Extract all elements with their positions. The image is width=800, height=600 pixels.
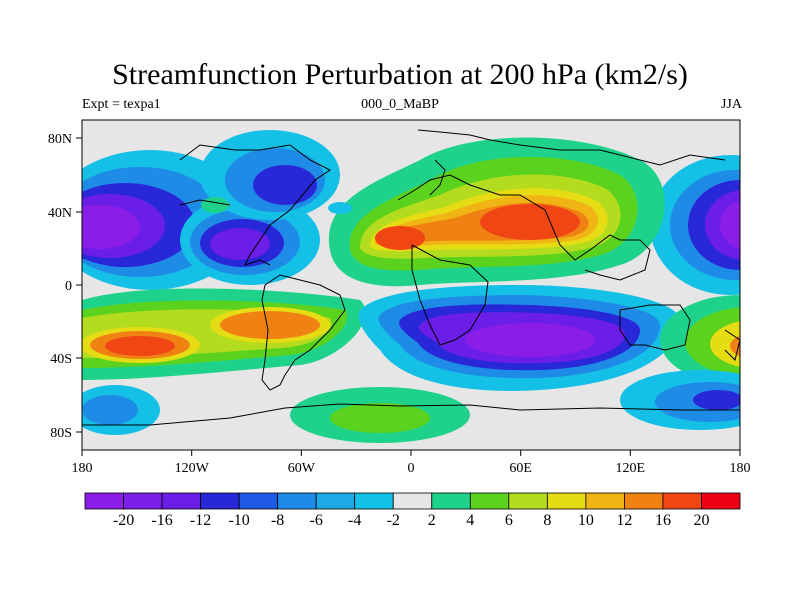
- colorbar-swatch: [469, 492, 510, 510]
- anomaly-south-pacific-east: [660, 295, 740, 385]
- y-axis-labels: 80N 40N 0 40S 80S: [48, 132, 72, 441]
- x-tick-label: 120W: [175, 461, 210, 476]
- colorbar-label: 10: [578, 512, 594, 529]
- colorbar-swatch: [585, 492, 625, 510]
- x-axis-labels: 180 120W 60W 0 60E 120E 180: [72, 461, 751, 476]
- colorbar-swatch: [662, 492, 702, 510]
- colorbar-swatch: [624, 492, 664, 510]
- anomaly-south-indian: [358, 285, 680, 391]
- colorbar-label: -12: [190, 512, 211, 529]
- colorbar-swatch: [277, 492, 317, 510]
- y-tick-label: 80S: [50, 426, 72, 441]
- colorbar-label: 2: [428, 512, 436, 529]
- season-label: JJA: [720, 97, 742, 112]
- colorbar-label: 12: [616, 512, 632, 529]
- anomaly-small-north-atlantic: [201, 197, 229, 213]
- x-tick-label: 180: [72, 461, 93, 476]
- x-tick-label: 60W: [288, 461, 316, 476]
- colorbar-swatch: [392, 492, 433, 510]
- colorbar-label: 4: [466, 512, 474, 529]
- anomaly-small-atlantic: [328, 202, 352, 214]
- colorbar-swatch: [354, 492, 394, 510]
- contour-field: [82, 120, 740, 450]
- anomaly-north-america: [200, 130, 340, 220]
- colorbar-swatch: [123, 492, 163, 510]
- colorbar-label: -20: [113, 512, 134, 529]
- colorbar-label: -4: [348, 512, 361, 529]
- colorbar-swatch: [200, 492, 240, 510]
- colorbar-label: 6: [505, 512, 513, 529]
- anomaly-north-pacific-east: [650, 155, 740, 295]
- anomaly-antarctic-atlantic: [290, 387, 470, 443]
- axis-tick-marks: [76, 137, 741, 456]
- y-tick-label: 80N: [48, 132, 72, 147]
- colorbar-label: -6: [310, 512, 323, 529]
- colorbar-swatch: [315, 492, 356, 510]
- anomaly-south-pacific-west: [82, 288, 366, 380]
- colorbar-swatch: [84, 492, 124, 510]
- colorbar-label: -8: [271, 512, 284, 529]
- x-tick-label: 180: [730, 461, 751, 476]
- coastlines: [82, 129, 740, 426]
- colorbar-label: 8: [543, 512, 551, 529]
- y-tick-label: 0: [65, 279, 72, 294]
- colorbar-label: 20: [693, 512, 709, 529]
- colorbar-label: 16: [655, 512, 671, 529]
- anomaly-antarctic-pacific: [82, 370, 740, 435]
- colorbar-label: -10: [228, 512, 249, 529]
- colorbar-label: -16: [151, 512, 172, 529]
- colorbar-swatch: [431, 492, 471, 510]
- x-tick-label: 60E: [509, 461, 532, 476]
- colorbar-swatch: [161, 492, 201, 510]
- experiment-label: Expt = texpa1: [82, 97, 161, 112]
- time-label: 000_0_MaBP: [361, 97, 439, 112]
- y-tick-label: 40N: [48, 206, 72, 221]
- chart-title: Streamfunction Perturbation at 200 hPa (…: [112, 58, 688, 91]
- colorbar-swatch: [238, 492, 279, 510]
- colorbar-swatch: [508, 492, 548, 510]
- colorbar-swatch: [546, 492, 587, 510]
- colorbar-label: -2: [387, 512, 400, 529]
- x-tick-label: 0: [408, 461, 415, 476]
- y-tick-label: 40S: [50, 352, 72, 367]
- colorbar: -20 -16 -12 -10 -8 -6 -4 -2 2 4 6 8 10 12 16 20: [84, 492, 741, 529]
- colorbar-swatch: [701, 492, 741, 510]
- x-tick-label: 120E: [616, 461, 646, 476]
